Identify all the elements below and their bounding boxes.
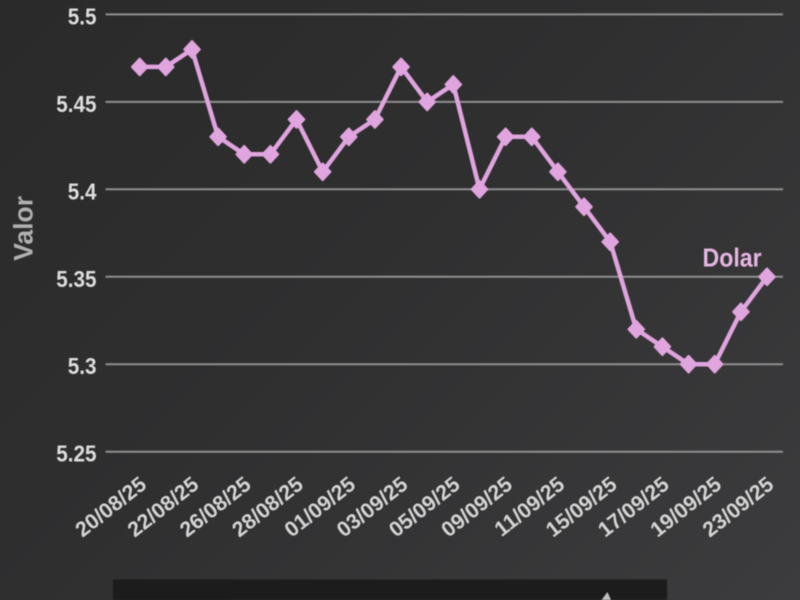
svg-text:5.35: 5.35 [56, 266, 96, 293]
svg-text:5.4: 5.4 [68, 178, 97, 205]
svg-text:5.3: 5.3 [68, 353, 97, 380]
svg-text:5.5: 5.5 [68, 3, 97, 30]
svg-text:Valor: Valor [9, 196, 39, 261]
svg-text:Dolar: Dolar [703, 244, 763, 273]
svg-text:5.45: 5.45 [56, 91, 96, 118]
svg-text:5.25: 5.25 [56, 440, 96, 467]
